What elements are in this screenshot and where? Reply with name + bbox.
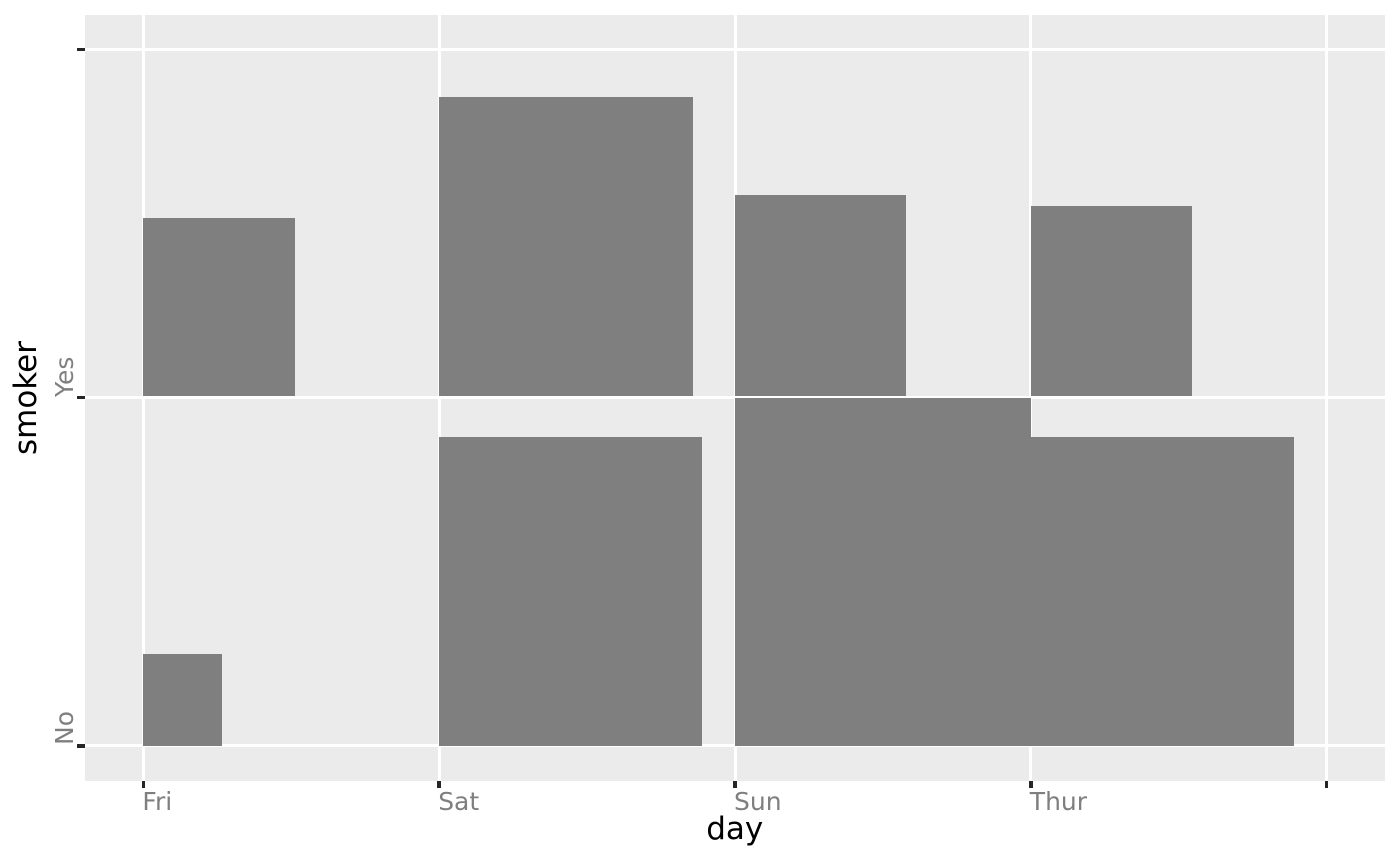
tile-fri-yes bbox=[143, 217, 296, 397]
x-tick-label-thur: Thur bbox=[1029, 787, 1088, 816]
tile-sat-no bbox=[439, 436, 702, 746]
x-tick-sat bbox=[437, 780, 441, 789]
x-tick-sun bbox=[733, 780, 737, 789]
gridline-y-no bbox=[84, 744, 1385, 748]
x-tick-label-sat: Sat bbox=[438, 787, 480, 816]
tile-sun-no bbox=[735, 397, 1031, 746]
tile-sun-yes bbox=[735, 195, 906, 397]
y-axis-title: smoker bbox=[7, 341, 44, 455]
x-tick-blank bbox=[1324, 780, 1329, 789]
y-tick-yes bbox=[77, 395, 85, 400]
y-tick-blank bbox=[77, 47, 85, 52]
x-tick-fri bbox=[141, 780, 146, 789]
x-tick-thur bbox=[1029, 780, 1033, 789]
tile-thur-yes bbox=[1030, 206, 1193, 397]
x-tick-label-sun: Sun bbox=[734, 787, 782, 816]
tile-thur-no bbox=[1030, 436, 1294, 746]
x-axis-title: day bbox=[706, 811, 764, 847]
plot-panel bbox=[84, 14, 1385, 781]
tile-sat-yes bbox=[439, 97, 694, 397]
y-tick-no bbox=[77, 744, 85, 748]
tile-fri-no bbox=[143, 653, 222, 746]
gridline-y-blank bbox=[84, 48, 1385, 51]
y-tick-label-no: No bbox=[49, 710, 79, 745]
y-tick-label-yes: Yes bbox=[49, 356, 79, 397]
gridline-y-yes bbox=[84, 396, 1385, 400]
x-tick-label-fri: Fri bbox=[142, 787, 173, 816]
